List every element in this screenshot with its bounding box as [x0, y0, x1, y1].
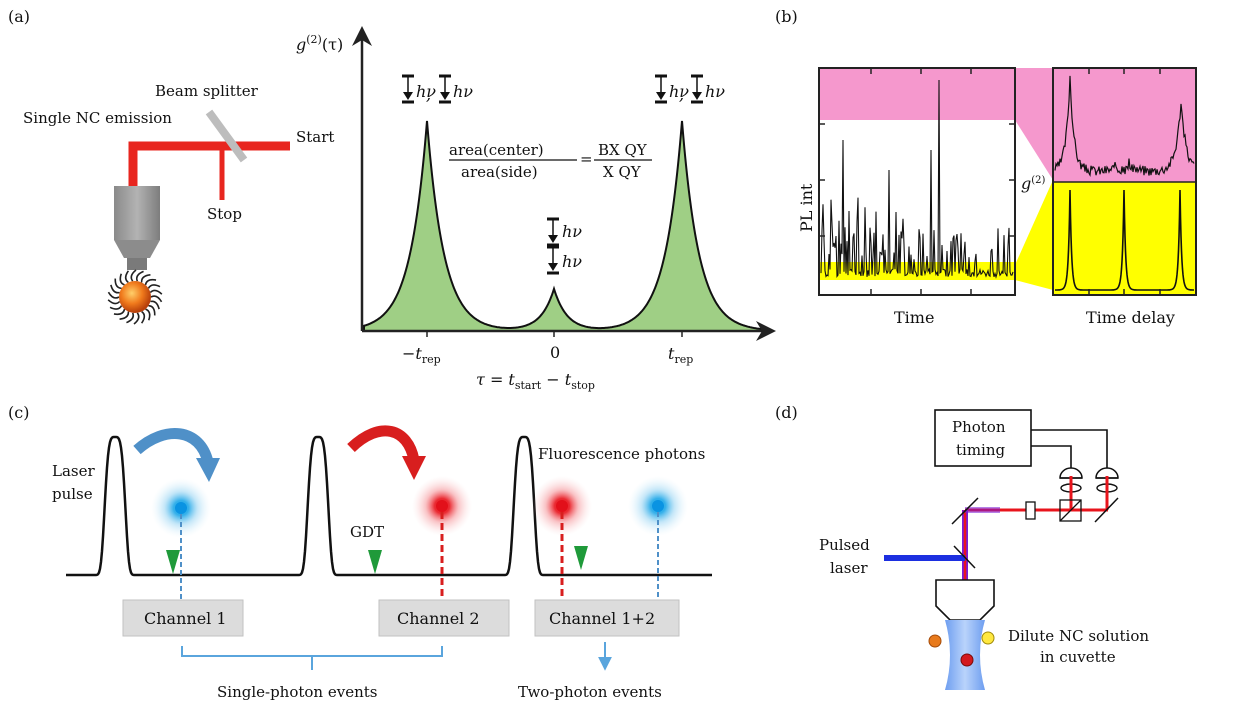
svg-text:area(side): area(side) — [461, 163, 538, 181]
svg-text:BX QY: BX QY — [598, 141, 648, 159]
svg-text:,: , — [426, 85, 431, 104]
pulsed-laser-label-2: laser — [830, 559, 868, 577]
two-photon-events-label: Two-photon events — [518, 683, 662, 701]
blue-curved-arrow — [133, 428, 214, 464]
g2-inset-label: g(2) — [1021, 174, 1046, 193]
g2-trace-yellow — [1055, 189, 1194, 291]
panel-label-b: (b) — [775, 7, 798, 26]
pl-trace-frame — [818, 67, 1016, 296]
g2-x-label: τ = tstart − tstop — [476, 370, 595, 392]
start-label: Start — [296, 128, 334, 146]
pink-zoom-connector — [1015, 68, 1053, 180]
svg-text:,: , — [679, 85, 684, 104]
svg-text:X QY: X QY — [603, 163, 642, 181]
panel-b: PL int Time Time delay g(2) — [797, 67, 1197, 327]
g2-histogram-curve — [363, 120, 769, 332]
panel-label-c: (c) — [8, 403, 29, 422]
channel-12-label: Channel 1+2 — [549, 609, 655, 628]
blue-photon-dot — [175, 502, 187, 514]
red-curved-arrow — [347, 425, 420, 462]
gdt-marker-3 — [574, 546, 588, 570]
pl-intensity-trace — [820, 79, 1014, 279]
single-photon-bracket — [181, 646, 443, 657]
tick-zero: 0 — [550, 343, 560, 362]
pl-int-ylabel: PL int — [797, 183, 816, 232]
panel-label-d: (d) — [775, 403, 798, 422]
photon-hv-label: hν — [705, 82, 725, 101]
gdt-label: GDT — [350, 523, 384, 541]
photon-timing-label-1: Photon — [952, 418, 1006, 436]
gdt-marker-1 — [166, 550, 180, 574]
beam-splitter-label: Beam splitter — [155, 82, 259, 100]
g2-y-label: g(2)(τ) — [296, 33, 343, 54]
photon-hv-label: hν — [453, 82, 473, 101]
nanocrystal-icon — [107, 269, 163, 325]
time-delay-xlabel: Time delay — [1086, 308, 1175, 327]
panel-a-g2-plot: g(2)(τ) −trep 0 trep τ = tstart − tstop … — [296, 26, 776, 392]
dilute-nc-label-2: in cuvette — [1040, 648, 1116, 666]
panel-d: Photon timing — [819, 409, 1149, 690]
laser-pulse-label-1: Laser — [52, 462, 95, 480]
single-photon-events-label: Single-photon events — [217, 683, 377, 701]
objective-icon-d — [935, 579, 995, 621]
photon-timing-label-2: timing — [956, 441, 1006, 459]
emission-beam — [128, 141, 290, 187]
channel-1-box — [122, 599, 244, 637]
yellow-zoom-connector — [1015, 180, 1053, 290]
g2-trace-pink — [1054, 75, 1195, 178]
svg-text:area(center): area(center) — [449, 141, 544, 159]
single-nc-emission-label: Single NC emission — [23, 109, 172, 127]
area-ratio-formula: area(center) area(side) = BX QY X QY — [449, 141, 652, 181]
time-xlabel: Time — [894, 308, 934, 327]
tick-minus-trep: −trep — [402, 344, 441, 366]
photon-hv-label: hν — [562, 222, 582, 241]
laser-pulse-trace — [66, 435, 712, 577]
panel-a-setup: Beam splitter Single NC emission Start S… — [23, 82, 334, 325]
photon-hv-label: hν — [562, 252, 582, 271]
channel-1-label: Channel 1 — [144, 609, 227, 628]
photon-hv-label: hν — [669, 82, 689, 101]
laser-pulse-label-2: pulse — [52, 485, 93, 503]
beam-splitter-plate — [205, 109, 248, 163]
channel-12-box — [534, 599, 680, 637]
panel-label-a: (a) — [8, 7, 30, 26]
pulsed-laser-label-1: Pulsed — [819, 536, 870, 554]
pink-band — [819, 68, 1015, 120]
dilute-nc-label-1: Dilute NC solution — [1008, 627, 1149, 645]
channel-2-label: Channel 2 — [397, 609, 480, 628]
stop-label: Stop — [207, 205, 242, 223]
svg-text:=: = — [580, 150, 593, 168]
panel-c: Channel 1 Channel 2 Channel 1+2 Laser pu… — [52, 425, 712, 701]
photon-hv-label: hν — [416, 82, 436, 101]
pink-g2-panel — [1053, 68, 1196, 182]
gdt-marker-2 — [368, 550, 382, 574]
objective-icon — [114, 186, 160, 270]
fluorescence-photons-label: Fluorescence photons — [538, 445, 705, 463]
photon-timing-box — [934, 409, 1032, 467]
tick-plus-trep: trep — [668, 344, 693, 366]
channel-2-box — [378, 599, 510, 637]
